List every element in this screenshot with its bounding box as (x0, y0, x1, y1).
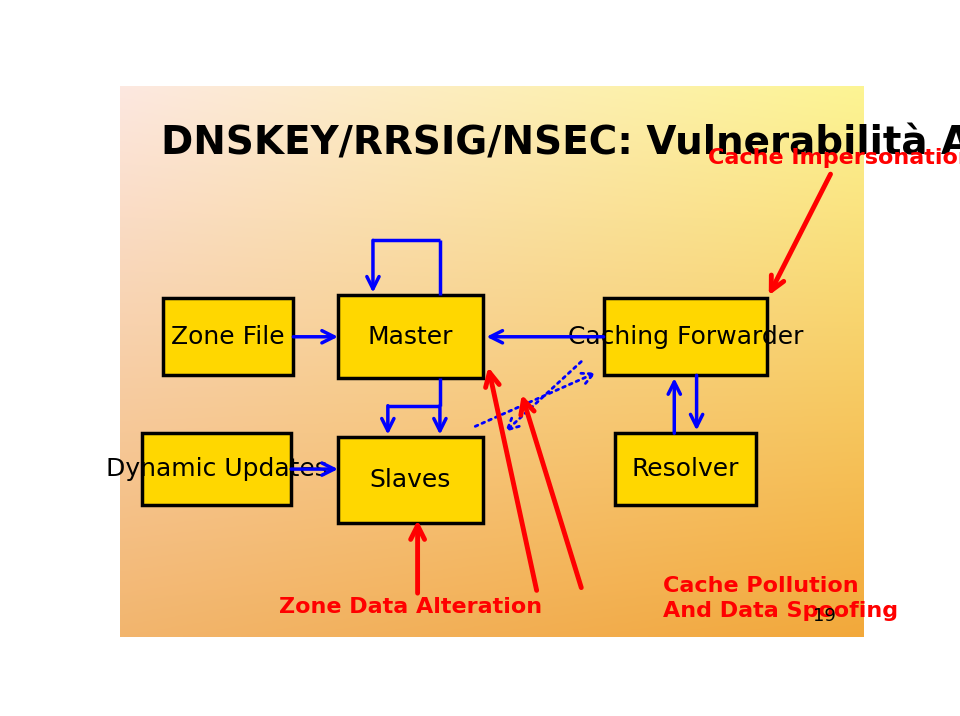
Text: DNSKEY/RRSIG/NSEC: Vulnerabilità Affrontate: DNSKEY/RRSIG/NSEC: Vulnerabilità Affront… (161, 125, 960, 163)
Text: Dynamic Updates: Dynamic Updates (106, 457, 327, 481)
Text: Cache Impersonation: Cache Impersonation (708, 147, 960, 168)
Bar (338, 437, 483, 523)
Text: 19: 19 (813, 607, 836, 625)
Bar (614, 433, 756, 505)
Text: Resolver: Resolver (632, 457, 739, 481)
Bar (338, 296, 483, 378)
Text: Cache Pollution
And Data Spoofing: Cache Pollution And Data Spoofing (663, 576, 899, 621)
Text: Caching Forwarder: Caching Forwarder (567, 325, 804, 349)
Text: Zone File: Zone File (171, 325, 285, 349)
Bar (142, 433, 291, 505)
Text: Zone Data Alteration: Zone Data Alteration (278, 597, 541, 617)
Bar (163, 298, 293, 375)
Bar (604, 298, 767, 375)
Text: Master: Master (368, 325, 453, 349)
Text: Slaves: Slaves (370, 468, 451, 492)
